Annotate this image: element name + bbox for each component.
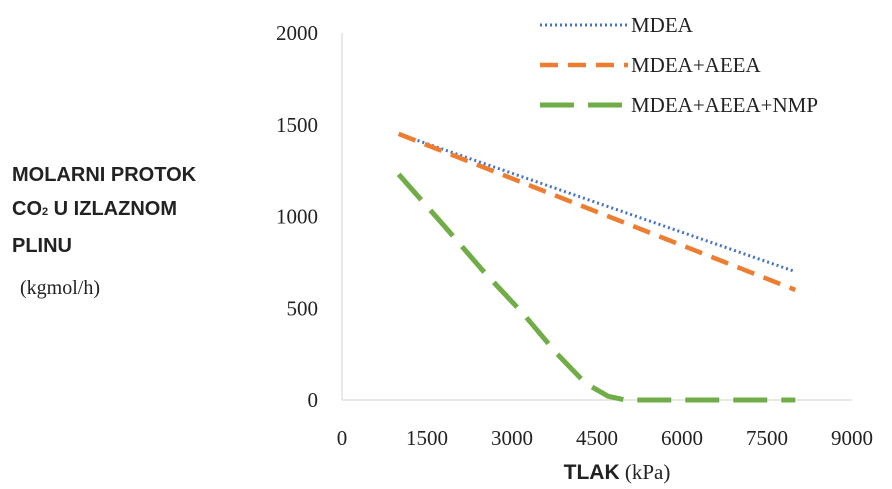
y-axis-unit: (kgmol/h) — [20, 277, 100, 299]
y-tick-label: 1000 — [276, 205, 318, 229]
co2-subscript: 2 — [42, 206, 49, 218]
x-axis-label: TLAK (kPa) — [564, 460, 671, 484]
x-tick-label: 1500 — [406, 426, 448, 450]
legend: MDEA MDEA+AEEA MDEA+AEEA+NMP — [540, 13, 818, 117]
series-line — [398, 132, 796, 274]
y-tick-label: 0 — [308, 388, 319, 412]
legend-label: MDEA+AEEA+NMP — [631, 93, 818, 117]
y-tick-label: 2000 — [276, 21, 318, 45]
x-tick-label: 0 — [337, 426, 348, 450]
series-line — [396, 172, 796, 403]
y-axis-label-line-1: MOLARNI PROTOK — [12, 164, 197, 186]
series-line — [397, 131, 797, 292]
series-lines — [396, 131, 797, 403]
x-tick-labels: 0 1500 3000 4500 6000 7500 9000 — [337, 426, 873, 450]
legend-label: MDEA — [631, 13, 694, 37]
legend-label: MDEA+AEEA — [631, 53, 761, 77]
x-tick-label: 4500 — [576, 426, 618, 450]
y-tick-label: 500 — [287, 296, 319, 320]
y-axis-label-line-2-rest: U IZLAZNOM — [48, 198, 177, 220]
y-axis-label-line-3: PLINU — [12, 235, 72, 257]
y-axis-label: MOLARNI PROTOK CO2 U IZLAZNOM PLINU (kgm… — [12, 158, 272, 300]
co2-text: CO — [12, 198, 42, 220]
x-tick-label: 6000 — [661, 426, 703, 450]
x-tick-label: 3000 — [491, 426, 533, 450]
y-tick-label: 1500 — [276, 113, 318, 137]
x-tick-label: 9000 — [831, 426, 873, 450]
y-tick-labels: 0 500 1000 1500 2000 — [276, 21, 318, 412]
y-axis-label-line-2: CO2 U IZLAZNOM — [12, 192, 272, 229]
x-tick-label: 7500 — [746, 426, 788, 450]
